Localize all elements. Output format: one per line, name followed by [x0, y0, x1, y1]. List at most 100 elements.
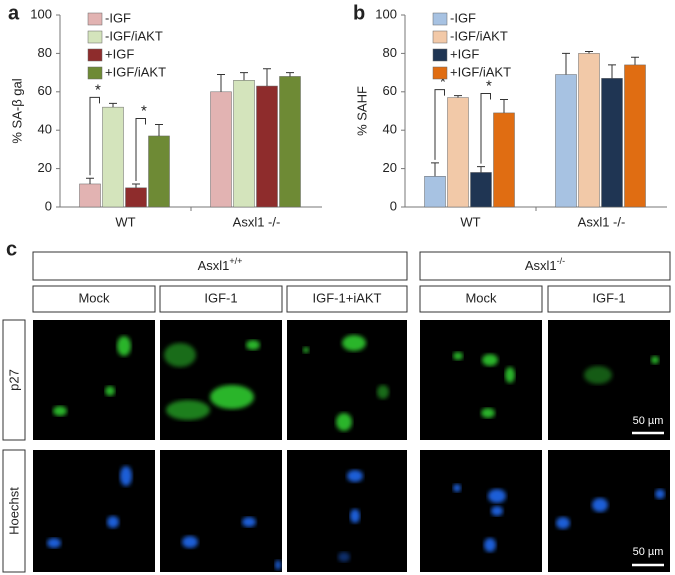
bar: [79, 183, 101, 208]
bracket: [434, 89, 445, 160]
panel-label: b: [353, 2, 365, 24]
error-bar: [500, 98, 508, 113]
legend-swatch: [87, 12, 103, 26]
legend-swatch: [432, 12, 448, 26]
error-bar: [454, 95, 462, 98]
legend-label: -IGF/iAKT: [450, 28, 508, 43]
bar: [148, 135, 170, 208]
bar: [493, 112, 515, 208]
x-tick-label: Asxl1 -/-: [233, 214, 281, 229]
legend-label: +IGF/iAKT: [450, 64, 511, 79]
annotation: *: [95, 81, 101, 98]
micrograph: [33, 320, 155, 440]
y-tick-label: 40: [383, 122, 397, 137]
legend-label: +IGF/iAKT: [105, 64, 166, 79]
micrograph: [287, 450, 407, 572]
error-bar: [286, 72, 294, 77]
y-tick-label: 100: [30, 6, 52, 21]
bar: [125, 187, 147, 208]
micrograph: [160, 450, 282, 572]
x-tick-label: WT: [115, 214, 135, 229]
y-tick-label: 20: [38, 160, 52, 175]
bar: [424, 176, 446, 208]
error-bar: [109, 102, 117, 108]
annotation: *: [141, 102, 147, 119]
error-bar: [631, 56, 639, 65]
annotation: *: [486, 77, 492, 94]
bar: [233, 80, 255, 208]
error-bar: [240, 72, 248, 81]
bar: [601, 78, 623, 208]
bar: [470, 172, 492, 208]
error-bar: [86, 177, 94, 184]
bracket: [135, 117, 146, 181]
legend-label: +IGF: [450, 46, 479, 61]
bar: [102, 106, 124, 208]
group-label: Asxl1+/+: [198, 256, 243, 273]
row-box: [2, 449, 26, 573]
legend-swatch: [87, 48, 103, 62]
condition-label: Mock: [78, 290, 110, 305]
scale-bar-label: 50 µm: [633, 546, 664, 558]
micrograph: [160, 320, 282, 440]
bar: [624, 64, 646, 208]
legend-label: -IGF: [450, 10, 476, 25]
condition-box: [419, 285, 543, 313]
error-bar: [608, 64, 616, 79]
bar: [279, 76, 301, 208]
y-axis-label: % SAHF: [354, 86, 369, 136]
panel-c: c Asxl1+/+ Asxl1-/- p27 Hoechst 50 µm 50…: [2, 238, 671, 573]
micrograph: [33, 450, 155, 572]
bracket: [89, 96, 100, 176]
row-box: [2, 319, 26, 441]
group-sup: +/+: [229, 256, 242, 266]
bar: [210, 91, 232, 208]
error-bar: [217, 74, 225, 92]
condition-label: IGF-1+iAKT: [313, 290, 382, 305]
y-axis-label: % SA-β gal: [9, 78, 24, 143]
legend-swatch: [432, 48, 448, 62]
y-tick-label: 0: [45, 198, 52, 213]
row-label: Hoechst: [6, 487, 21, 535]
y-tick-label: 80: [38, 45, 52, 60]
group-box: [419, 251, 671, 281]
y-tick-label: 100: [375, 6, 397, 21]
y-tick-label: 0: [390, 198, 397, 213]
legend-swatch: [432, 66, 448, 80]
y-tick-label: 40: [38, 122, 52, 137]
bar: [578, 53, 600, 208]
condition-box: [32, 285, 156, 313]
condition-box: [547, 285, 671, 313]
condition-label: IGF-1: [204, 290, 237, 305]
condition-label: Mock: [465, 290, 497, 305]
error-bar: [155, 123, 163, 136]
cells: [47, 335, 665, 570]
error-bar: [477, 166, 485, 173]
error-bar: [562, 52, 570, 75]
legend-swatch: [87, 66, 103, 80]
condition-label: IGF-1: [592, 290, 625, 305]
group-box: [32, 251, 408, 281]
error-bar: [431, 162, 439, 177]
micrograph: [420, 320, 542, 440]
panel-label: c: [6, 238, 17, 260]
row-label: p27: [6, 369, 21, 391]
y-tick-label: 60: [383, 83, 397, 98]
group-sup: -/-: [557, 256, 566, 266]
legend-label: -IGF/iAKT: [105, 28, 163, 43]
y-tick-label: 80: [383, 45, 397, 60]
group-name: Asxl1: [198, 258, 230, 273]
bar: [447, 97, 469, 208]
condition-box: [159, 285, 283, 313]
micrograph: [420, 450, 542, 572]
x-tick-label: WT: [460, 214, 480, 229]
y-tick-label: 60: [38, 83, 52, 98]
legend-label: -IGF: [105, 10, 131, 25]
x-tick-label: Asxl1 -/-: [578, 214, 626, 229]
group-name: Asxl1: [525, 258, 557, 273]
y-tick-label: 20: [383, 160, 397, 175]
condition-box: [286, 285, 408, 313]
legend-swatch: [87, 30, 103, 44]
bracket: [480, 92, 491, 164]
